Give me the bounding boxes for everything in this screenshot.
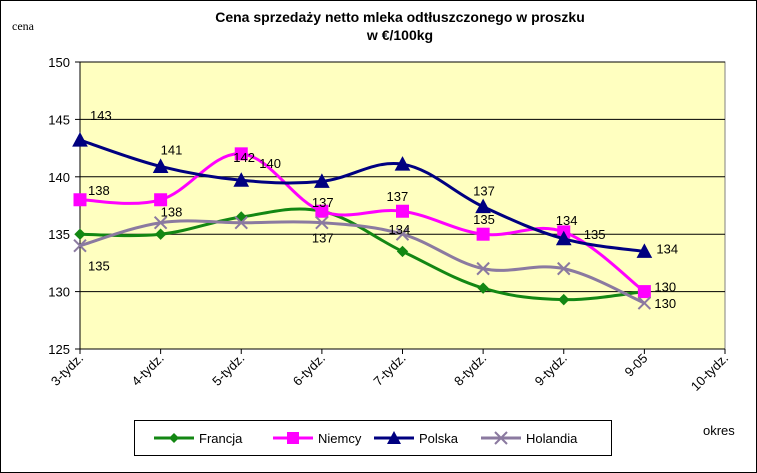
x-tick-label: 4-tydz.	[129, 351, 167, 389]
data-label-holandia: 134	[389, 222, 411, 237]
x-tick-label: 8-tydz.	[451, 351, 489, 389]
data-label-niemcy: 137	[312, 195, 334, 210]
legend-swatch	[273, 432, 313, 444]
data-label-polska: 140	[259, 156, 281, 171]
data-point-polska	[394, 156, 411, 171]
data-point-niemcy	[476, 227, 490, 241]
data-label-polska: 137	[473, 184, 495, 199]
legend-label: Polska	[419, 430, 459, 446]
data-label-holandia: 138	[161, 205, 183, 220]
data-point-holandia	[476, 261, 490, 276]
data-point-polska	[152, 158, 169, 173]
y-axis-label: cena	[12, 19, 34, 33]
data-point-francja	[154, 228, 167, 240]
y-tick-label: 145	[48, 112, 70, 127]
data-point-holandia	[637, 296, 652, 310]
data-point-francja	[558, 293, 570, 306]
data-point-polska	[233, 172, 250, 187]
y-tick-label: 130	[48, 285, 70, 300]
y-tick-label: 135	[48, 227, 70, 242]
data-point-polska	[314, 173, 330, 188]
data-point-holandia	[73, 238, 87, 253]
data-point-holandia	[153, 216, 168, 230]
data-point-holandia	[234, 216, 248, 230]
data-point-francja	[396, 245, 409, 258]
data-label-niemcy: 134	[556, 213, 578, 228]
data-label-niemcy: 137	[387, 189, 409, 204]
data-point-niemcy	[73, 193, 87, 207]
data-point-holandia	[557, 261, 571, 276]
chart-title-line2: w €/100kg	[366, 27, 434, 43]
data-label-niemcy: 142	[233, 150, 255, 165]
data-label-polska: 134	[656, 241, 678, 256]
data-point-polska	[475, 198, 491, 214]
data-point-polska	[72, 132, 88, 147]
data-label-polska: 143	[90, 108, 112, 123]
data-label-polska: 141	[161, 142, 183, 157]
x-tick-label: 5-tydz.	[209, 351, 247, 389]
data-point-holandia	[315, 216, 329, 230]
data-label-holandia: 130	[654, 296, 676, 311]
data-label-holandia: 135	[88, 259, 110, 274]
legend-item-polska: Polska	[373, 421, 458, 455]
chart-legend: Francja Niemcy Polska Holandia	[134, 420, 612, 456]
legend-item-francja: Francja	[153, 421, 242, 455]
data-point-francja	[74, 228, 86, 240]
x-axis-label: okres	[703, 423, 735, 438]
data-point-niemcy	[154, 193, 168, 207]
data-point-polska	[636, 243, 653, 258]
data-point-holandia	[395, 227, 410, 241]
data-point-niemcy	[637, 285, 651, 299]
data-label-niemcy: 138	[88, 183, 110, 198]
series-line-polska	[79, 138, 645, 253]
x-tick-label: 9-05	[621, 351, 650, 380]
x-tick-label: 10-tydz.	[688, 351, 731, 394]
data-point-polska	[555, 230, 572, 246]
data-point-niemcy	[234, 147, 248, 161]
x-tick-label: 7-tydz.	[370, 351, 408, 389]
legend-label: Holandia	[526, 430, 578, 446]
legend-swatch	[154, 433, 194, 443]
legend-swatch	[481, 431, 521, 445]
data-label-niemcy: 135	[473, 212, 495, 227]
legend-item-holandia: Holandia	[480, 421, 577, 455]
legend-label: Francja	[199, 430, 243, 446]
data-label-niemcy: 130	[654, 280, 676, 295]
y-tick-label: 140	[48, 170, 70, 185]
data-point-niemcy	[396, 204, 409, 218]
chart-title-line1: Cena sprzedaży netto mleka odtłuszczoneg…	[215, 9, 585, 25]
data-point-niemcy	[315, 204, 329, 218]
data-point-francja	[477, 282, 489, 294]
x-tick-label: 9-tydz.	[532, 351, 570, 389]
y-tick-label: 125	[48, 342, 70, 357]
data-label-polska: 135	[584, 227, 606, 242]
data-label-holandia: 137	[312, 231, 334, 246]
legend-label: Niemcy	[318, 430, 362, 446]
legend-item-niemcy: Niemcy	[272, 421, 361, 455]
series-line-francja	[79, 207, 645, 302]
y-tick-label: 150	[48, 55, 70, 70]
legend-swatch	[374, 431, 414, 444]
series-line-holandia	[79, 219, 645, 305]
x-tick-label: 6-tydz.	[290, 351, 328, 389]
chart-title: Cena sprzedaży netto mleka odtłuszczoneg…	[150, 8, 650, 44]
